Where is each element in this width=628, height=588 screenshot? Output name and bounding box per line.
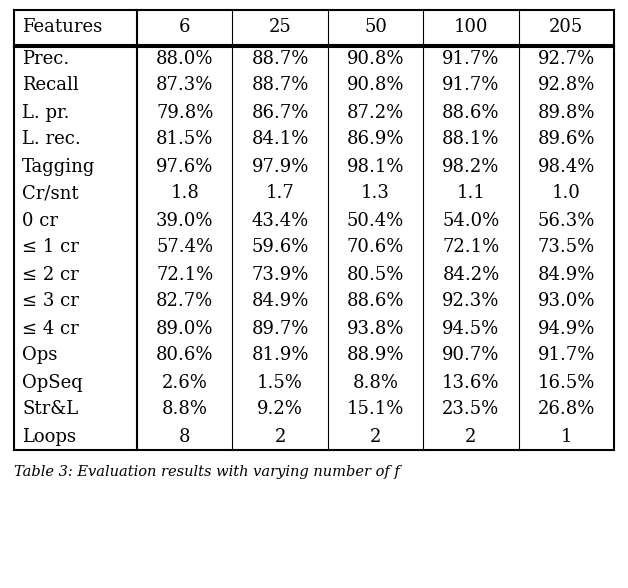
Text: 92.7%: 92.7% xyxy=(538,49,595,68)
Text: 1.5%: 1.5% xyxy=(257,373,303,392)
Text: 1: 1 xyxy=(561,427,572,446)
Text: 1.1: 1.1 xyxy=(457,185,485,202)
Text: 82.7%: 82.7% xyxy=(156,292,214,310)
Text: 86.7%: 86.7% xyxy=(251,103,309,122)
Text: 88.1%: 88.1% xyxy=(442,131,500,149)
Text: 50.4%: 50.4% xyxy=(347,212,404,229)
Text: 88.9%: 88.9% xyxy=(347,346,404,365)
Text: Cr/snt: Cr/snt xyxy=(22,185,78,202)
Bar xyxy=(14,10,614,450)
Text: 81.9%: 81.9% xyxy=(251,346,309,365)
Text: ≤ 1 cr: ≤ 1 cr xyxy=(22,239,79,256)
Text: 8: 8 xyxy=(179,427,190,446)
Text: 13.6%: 13.6% xyxy=(442,373,500,392)
Text: L. rec.: L. rec. xyxy=(22,131,81,149)
Text: 90.8%: 90.8% xyxy=(347,76,404,95)
Text: 72.1%: 72.1% xyxy=(442,239,499,256)
Text: 73.5%: 73.5% xyxy=(538,239,595,256)
Text: 84.9%: 84.9% xyxy=(538,266,595,283)
Text: Loops: Loops xyxy=(22,427,76,446)
Text: Table 3: Evaluation results with varying number of f: Table 3: Evaluation results with varying… xyxy=(14,465,400,479)
Text: 88.6%: 88.6% xyxy=(442,103,500,122)
Text: 79.8%: 79.8% xyxy=(156,103,214,122)
Text: 87.2%: 87.2% xyxy=(347,103,404,122)
Text: 97.9%: 97.9% xyxy=(251,158,309,175)
Text: 2: 2 xyxy=(465,427,477,446)
Text: 0 cr: 0 cr xyxy=(22,212,58,229)
Text: Prec.: Prec. xyxy=(22,49,69,68)
Text: 93.8%: 93.8% xyxy=(347,319,404,338)
Text: 81.5%: 81.5% xyxy=(156,131,214,149)
Text: 90.7%: 90.7% xyxy=(442,346,500,365)
Text: 84.9%: 84.9% xyxy=(251,292,309,310)
Text: Features: Features xyxy=(22,18,102,36)
Text: 100: 100 xyxy=(453,18,488,36)
Text: 89.8%: 89.8% xyxy=(538,103,595,122)
Text: 25: 25 xyxy=(269,18,291,36)
Text: 91.7%: 91.7% xyxy=(442,49,500,68)
Text: 94.9%: 94.9% xyxy=(538,319,595,338)
Text: 94.5%: 94.5% xyxy=(442,319,499,338)
Text: 72.1%: 72.1% xyxy=(156,266,214,283)
Text: Ops: Ops xyxy=(22,346,57,365)
Text: 56.3%: 56.3% xyxy=(538,212,595,229)
Text: 84.1%: 84.1% xyxy=(251,131,309,149)
Text: 9.2%: 9.2% xyxy=(257,400,303,419)
Text: 15.1%: 15.1% xyxy=(347,400,404,419)
Text: 1.3: 1.3 xyxy=(361,185,390,202)
Text: 88.7%: 88.7% xyxy=(251,49,309,68)
Text: 89.0%: 89.0% xyxy=(156,319,214,338)
Text: 91.7%: 91.7% xyxy=(442,76,500,95)
Text: 70.6%: 70.6% xyxy=(347,239,404,256)
Text: 80.5%: 80.5% xyxy=(347,266,404,283)
Text: 93.0%: 93.0% xyxy=(538,292,595,310)
Text: 87.3%: 87.3% xyxy=(156,76,214,95)
Text: 80.6%: 80.6% xyxy=(156,346,214,365)
Text: 88.6%: 88.6% xyxy=(347,292,404,310)
Text: 98.1%: 98.1% xyxy=(347,158,404,175)
Text: 23.5%: 23.5% xyxy=(442,400,499,419)
Text: 54.0%: 54.0% xyxy=(442,212,499,229)
Text: 8.8%: 8.8% xyxy=(161,400,208,419)
Text: 6: 6 xyxy=(179,18,190,36)
Text: 97.6%: 97.6% xyxy=(156,158,214,175)
Text: 88.7%: 88.7% xyxy=(251,76,309,95)
Text: 1.7: 1.7 xyxy=(266,185,295,202)
Text: 16.5%: 16.5% xyxy=(538,373,595,392)
Text: 92.3%: 92.3% xyxy=(442,292,500,310)
Text: 50: 50 xyxy=(364,18,387,36)
Text: 90.8%: 90.8% xyxy=(347,49,404,68)
Text: 98.4%: 98.4% xyxy=(538,158,595,175)
Text: 88.0%: 88.0% xyxy=(156,49,214,68)
Text: 98.2%: 98.2% xyxy=(442,158,500,175)
Text: Recall: Recall xyxy=(22,76,78,95)
Text: OpSeq: OpSeq xyxy=(22,373,83,392)
Text: 39.0%: 39.0% xyxy=(156,212,214,229)
Text: 73.9%: 73.9% xyxy=(251,266,309,283)
Text: 43.4%: 43.4% xyxy=(251,212,309,229)
Text: L. pr.: L. pr. xyxy=(22,103,70,122)
Text: 2.6%: 2.6% xyxy=(162,373,208,392)
Text: 59.6%: 59.6% xyxy=(251,239,309,256)
Text: 57.4%: 57.4% xyxy=(156,239,214,256)
Text: 8.8%: 8.8% xyxy=(352,373,399,392)
Text: ≤ 4 cr: ≤ 4 cr xyxy=(22,319,78,338)
Text: 89.7%: 89.7% xyxy=(251,319,309,338)
Text: 1.0: 1.0 xyxy=(552,185,581,202)
Text: ≤ 3 cr: ≤ 3 cr xyxy=(22,292,79,310)
Text: 86.9%: 86.9% xyxy=(347,131,404,149)
Text: Tagging: Tagging xyxy=(22,158,95,175)
Text: 91.7%: 91.7% xyxy=(538,346,595,365)
Text: 205: 205 xyxy=(549,18,583,36)
Text: 84.2%: 84.2% xyxy=(442,266,499,283)
Text: 2: 2 xyxy=(274,427,286,446)
Text: 89.6%: 89.6% xyxy=(538,131,595,149)
Text: 92.8%: 92.8% xyxy=(538,76,595,95)
Text: ≤ 2 cr: ≤ 2 cr xyxy=(22,266,78,283)
Text: 2: 2 xyxy=(370,427,381,446)
Text: 1.8: 1.8 xyxy=(170,185,199,202)
Text: Str&L: Str&L xyxy=(22,400,78,419)
Text: 26.8%: 26.8% xyxy=(538,400,595,419)
